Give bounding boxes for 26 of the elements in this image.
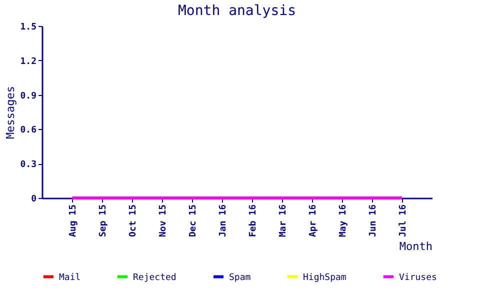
y-axis-title: Messages <box>4 86 18 139</box>
legend-label: Spam <box>229 272 251 283</box>
legend-label: Mail <box>59 272 81 283</box>
y-tick-label: 0 <box>31 194 36 204</box>
x-tick-label: May 16 <box>338 204 348 238</box>
x-tick-label: Jan 16 <box>218 204 228 238</box>
x-axis-title: Month <box>399 240 432 254</box>
x-tick-label: Jul 16 <box>398 204 408 238</box>
y-tick-label: 0.9 <box>20 91 36 102</box>
x-tick-label: Feb 16 <box>248 204 258 238</box>
y-tick-label: 1.2 <box>20 56 36 67</box>
legend-label: Rejected <box>133 272 176 283</box>
x-tick-label: Aug 15 <box>68 204 78 238</box>
legend-label: Viruses <box>399 272 437 283</box>
x-tick-label: Jun 16 <box>368 204 378 238</box>
x-tick-label: Mar 16 <box>278 204 288 238</box>
x-tick-label: Sep 15 <box>98 204 108 238</box>
x-tick-label: Apr 16 <box>308 204 318 238</box>
x-tick-label: Nov 15 <box>158 204 168 238</box>
y-tick-label: 0.3 <box>20 160 36 170</box>
chart-title: Month analysis <box>178 3 296 19</box>
y-tick-label: 1.5 <box>20 22 36 32</box>
x-tick-label: Oct 15 <box>128 204 138 238</box>
x-tick-label: Dec 15 <box>188 204 198 238</box>
y-tick-label: 0.6 <box>20 126 36 136</box>
legend-label: HighSpam <box>303 272 346 283</box>
